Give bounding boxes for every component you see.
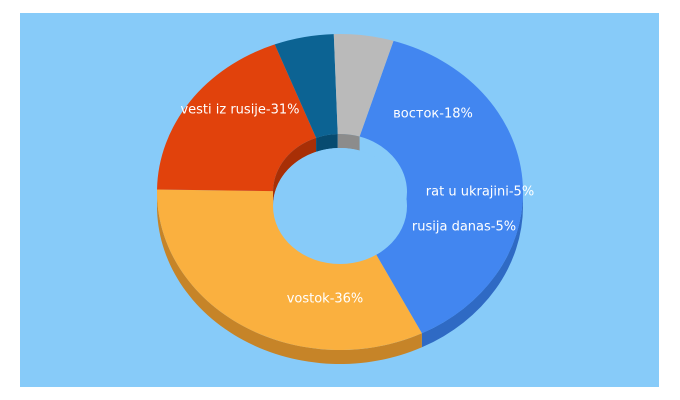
slice-label-0: vostok-36% bbox=[287, 292, 364, 307]
slice-labels: vostok-36% vesti iz rusije-31% восток-18% r… bbox=[180, 103, 534, 307]
slice-label-4: rusija danas-5% bbox=[412, 220, 516, 235]
slice-side-0 bbox=[421, 192, 523, 348]
donut-chart: vostok-36% vesti iz rusije-31% восток-18% r… bbox=[157, 34, 534, 365]
slice-side-1 bbox=[157, 192, 422, 365]
slice-восток[interactable] bbox=[157, 44, 317, 192]
hole-wall-2 bbox=[273, 137, 317, 206]
slice-tops bbox=[157, 34, 524, 351]
hole-wall-3 bbox=[316, 134, 338, 152]
chart-background: vostok-36% vesti iz rusije-31% восток-18% r… bbox=[20, 13, 659, 387]
slice-rusija-danas[interactable] bbox=[333, 34, 394, 137]
slice-vostok[interactable] bbox=[359, 40, 524, 334]
slice-label-3: rat u ukrajini-5% bbox=[426, 185, 534, 200]
hole-wall-4 bbox=[337, 134, 360, 151]
slice-vesti-iz-rusije[interactable] bbox=[157, 189, 422, 351]
slice-rat-u-ukrajini[interactable] bbox=[274, 34, 338, 138]
slice-label-1: vesti iz rusije-31% bbox=[180, 103, 299, 118]
donut-hole bbox=[273, 134, 407, 264]
slice-label-2: восток-18% bbox=[393, 107, 473, 122]
hole-center bbox=[273, 148, 407, 264]
slice-sides bbox=[157, 192, 523, 365]
